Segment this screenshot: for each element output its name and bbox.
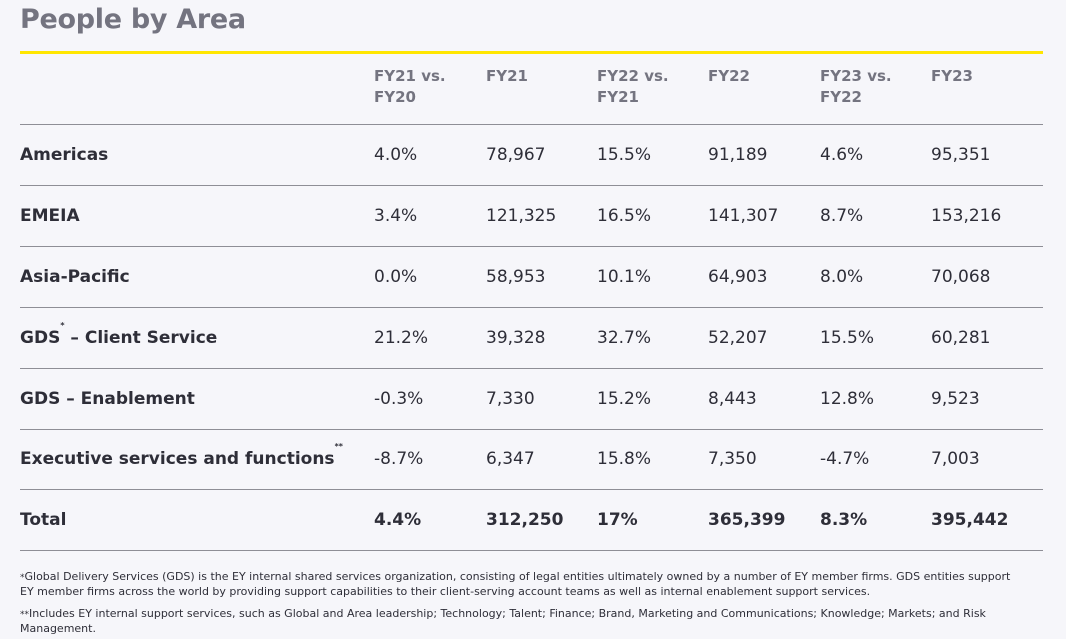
table-cell: -4.7% — [820, 449, 870, 469]
table-cell: 15.8% — [597, 449, 652, 469]
table-cell: 312,250 — [486, 510, 564, 530]
column-header-fy23: FY23 — [931, 67, 973, 85]
table-row: Executive services and functions** -8.7%… — [20, 429, 1043, 490]
table-cell: 78,967 — [486, 145, 546, 165]
table-cell: 8,443 — [708, 389, 757, 409]
footnote-marker: * — [60, 321, 65, 330]
table-cell: -0.3% — [374, 389, 424, 409]
table-cell: 15.5% — [820, 328, 875, 348]
column-header-fy21-vs-fy20: FY21 vs. FY20 — [374, 67, 446, 106]
table-cell: 16.5% — [597, 206, 652, 226]
table-cell: 8.0% — [820, 267, 864, 287]
table-header: FY21 vs. FY20 FY21 FY22 vs. FY21 FY22 FY… — [20, 54, 1043, 125]
table-cell: 4.4% — [374, 510, 422, 530]
table-cell: 39,328 — [486, 328, 546, 348]
table-cell: 0.0% — [374, 267, 418, 287]
row-label-text: – Client Service — [64, 328, 218, 348]
table-cell: 7,330 — [486, 389, 535, 409]
table-cell: 141,307 — [708, 206, 779, 226]
footnote-text: Global Delivery Services (GDS) is the EY… — [20, 570, 1011, 598]
table-cell: 91,189 — [708, 145, 768, 165]
footnote-marker: ** — [334, 442, 343, 451]
table-cell: 365,399 — [708, 510, 786, 530]
column-header-fy21: FY21 — [486, 67, 528, 85]
table-cell: 58,953 — [486, 267, 546, 287]
column-header-fy22-vs-fy21: FY22 vs. FY21 — [597, 67, 669, 106]
table-cell: 60,281 — [931, 328, 991, 348]
table-row: GDS – Enablement -0.3% 7,330 15.2% 8,443… — [20, 369, 1043, 430]
page-title: People by Area — [20, 4, 246, 35]
table-cell: 6,347 — [486, 449, 535, 469]
table-cell: 3.4% — [374, 206, 418, 226]
footnote-executive-services: **Includes EY internal support services,… — [20, 607, 1060, 636]
row-label: Asia-Pacific — [20, 267, 130, 287]
table-cell: 12.8% — [820, 389, 875, 409]
table-row-total: Total 4.4% 312,250 17% 365,399 8.3% 395,… — [20, 490, 1043, 551]
table-cell: -8.7% — [374, 449, 424, 469]
table-cell: 4.0% — [374, 145, 418, 165]
row-label: Total — [20, 510, 67, 530]
table-cell: 17% — [597, 510, 638, 530]
table-cell: 395,442 — [931, 510, 1009, 530]
table-cell: 9,523 — [931, 389, 980, 409]
row-label-text: Executive services and functions — [20, 449, 335, 469]
row-label-text: GDS — [20, 328, 61, 348]
table-row: Americas 4.0% 78,967 15.5% 91,189 4.6% 9… — [20, 125, 1043, 186]
row-label: Executive services and functions** — [20, 429, 343, 489]
table-cell: 95,351 — [931, 145, 991, 165]
table-cell: 7,350 — [708, 449, 757, 469]
row-label: Americas — [20, 145, 109, 165]
footnote-text: Includes EY internal support services, s… — [20, 607, 986, 635]
table-cell: 121,325 — [486, 206, 557, 226]
table-row: GDS* – Client Service 21.2% 39,328 32.7%… — [20, 308, 1043, 369]
table-cell: 21.2% — [374, 328, 429, 348]
column-header-fy23-vs-fy22: FY23 vs. FY22 — [820, 67, 892, 106]
table-cell: 8.3% — [820, 510, 868, 530]
table-cell: 153,216 — [931, 206, 1002, 226]
row-label: GDS – Enablement — [20, 389, 195, 409]
footnote-marker: ** — [20, 610, 29, 620]
table-cell: 15.2% — [597, 389, 652, 409]
table-cell: 15.5% — [597, 145, 652, 165]
row-label: GDS* – Client Service — [20, 308, 217, 368]
table-cell: 32.7% — [597, 328, 652, 348]
title-underline — [20, 51, 1043, 54]
table-cell: 64,903 — [708, 267, 768, 287]
table-cell: 10.1% — [597, 267, 652, 287]
table-cell: 4.6% — [820, 145, 864, 165]
footnote-marker: * — [20, 573, 25, 583]
column-header-fy22: FY22 — [708, 67, 750, 85]
table-cell: 70,068 — [931, 267, 991, 287]
table-row: Asia-Pacific 0.0% 58,953 10.1% 64,903 8.… — [20, 247, 1043, 308]
row-label: EMEIA — [20, 206, 80, 226]
footnote-gds: *Global Delivery Services (GDS) is the E… — [20, 570, 1020, 599]
table-cell: 52,207 — [708, 328, 768, 348]
table-cell: 7,003 — [931, 449, 980, 469]
table-row: EMEIA 3.4% 121,325 16.5% 141,307 8.7% 15… — [20, 186, 1043, 247]
table-cell: 8.7% — [820, 206, 864, 226]
